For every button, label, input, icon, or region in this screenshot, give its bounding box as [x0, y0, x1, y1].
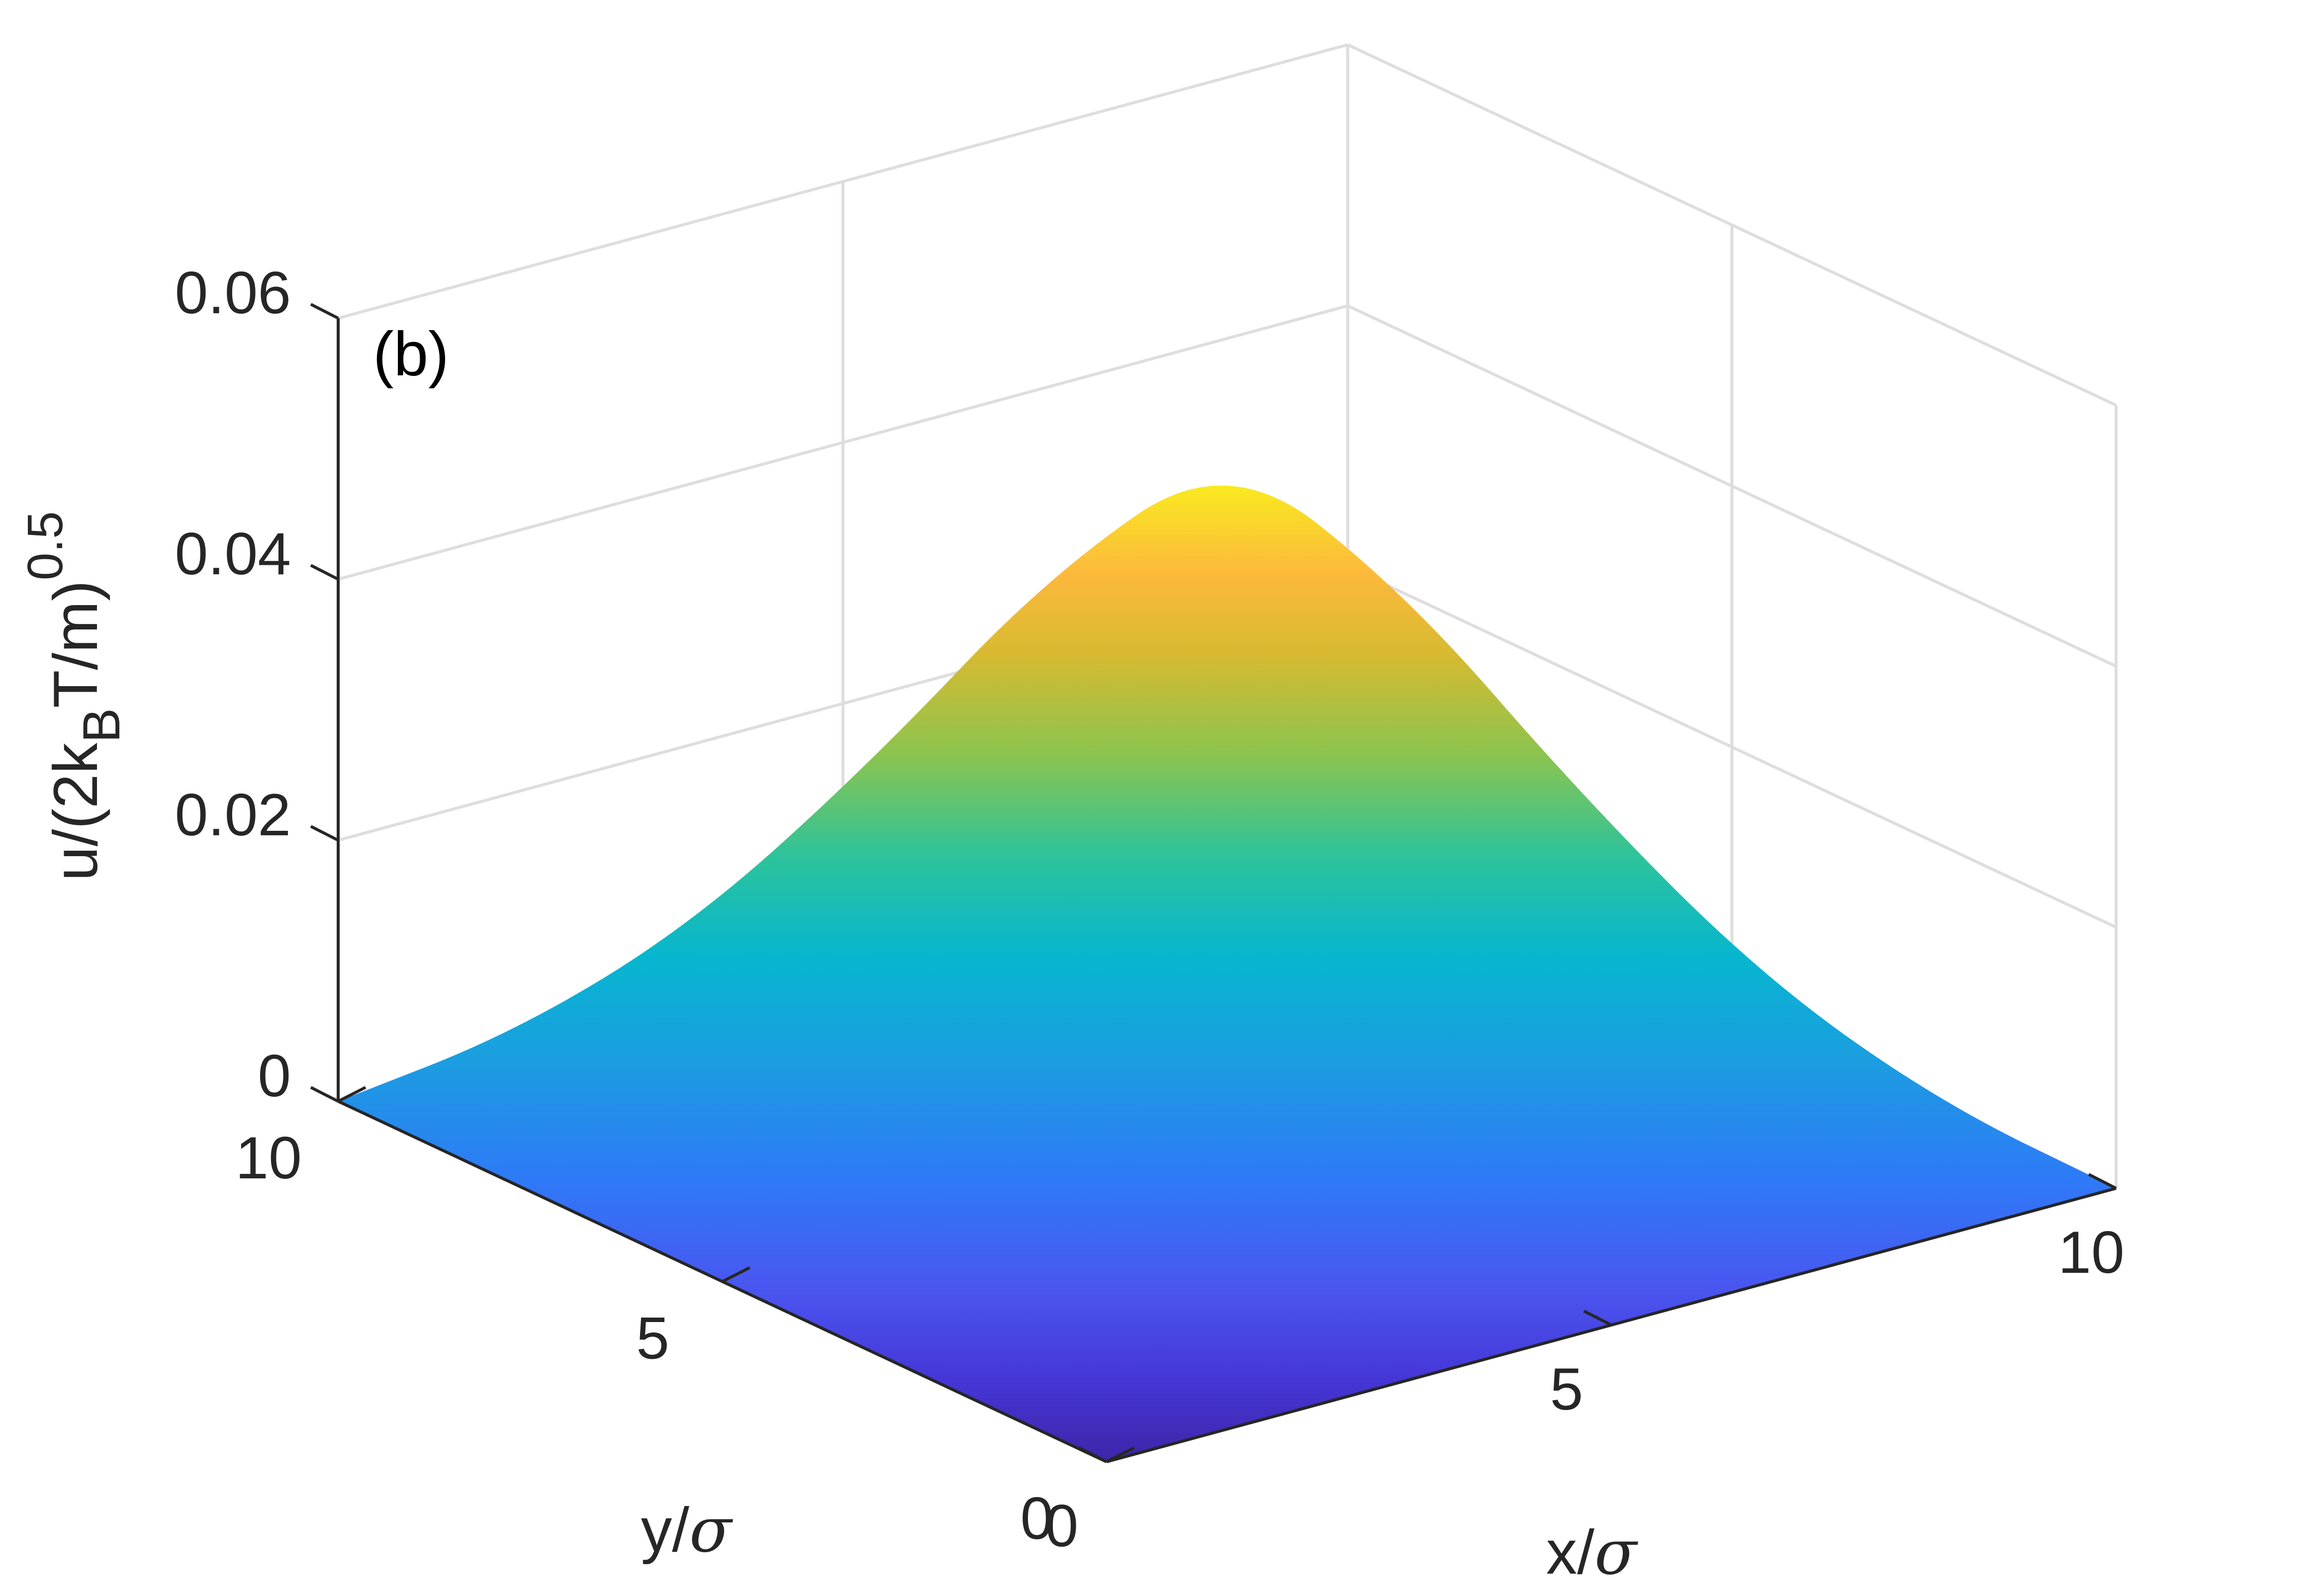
- z-axis-label-sub: B: [73, 708, 131, 743]
- y-axis-label-main: y/: [641, 1496, 690, 1565]
- z-tick-mark: [310, 303, 339, 320]
- x-tick-mark: [1583, 1310, 1612, 1327]
- x-tick-label: 5: [1550, 1356, 1583, 1422]
- x-tick-mark: [2088, 1173, 2117, 1190]
- z-tick-mark: [310, 564, 339, 581]
- panel-label: (b): [373, 320, 449, 389]
- surface-layer: [338, 485, 2116, 1462]
- x-tick-label: 10: [2058, 1219, 2124, 1286]
- x-tick-mark: [1078, 1446, 1108, 1463]
- labels-layer: 0510051000.020.040.06x/σy/σu/(2kBT/m)0.5…: [17, 260, 2125, 1589]
- z-tick-mark: [310, 1086, 339, 1103]
- axes-layer: [310, 303, 2117, 1463]
- x-tick-label: 0: [1045, 1493, 1079, 1559]
- y-tick-label: 0: [1021, 1485, 1054, 1552]
- x-axis-label: x/σ: [1546, 1516, 1639, 1589]
- z-axis-label-mid: T/m): [41, 580, 110, 708]
- surface-body: [338, 485, 2116, 1462]
- y-tick-label: 10: [235, 1125, 301, 1191]
- z-tick-mark: [310, 825, 339, 842]
- y-tick-mark: [722, 1266, 750, 1283]
- y-axis-label-symbol: σ: [689, 1494, 734, 1566]
- y-tick-label: 5: [636, 1305, 669, 1372]
- x-axis-label-main: x/: [1546, 1518, 1595, 1587]
- z-tick-label: 0: [258, 1043, 291, 1109]
- z-axis-label-sup: 0.5: [17, 511, 73, 580]
- y-tick-mark: [337, 1086, 367, 1103]
- z-axis-label: u/(2kBT/m)0.5: [17, 511, 131, 881]
- z-tick-label: 0.06: [175, 260, 291, 326]
- z-axis-label-base: u/(2k: [41, 743, 110, 881]
- y-axis-label: y/σ: [641, 1494, 734, 1566]
- y-tick-mark: [1106, 1446, 1135, 1463]
- z-tick-label: 0.02: [175, 782, 291, 848]
- x-axis-label-symbol: σ: [1594, 1516, 1639, 1589]
- z-tick-label: 0.04: [175, 521, 291, 587]
